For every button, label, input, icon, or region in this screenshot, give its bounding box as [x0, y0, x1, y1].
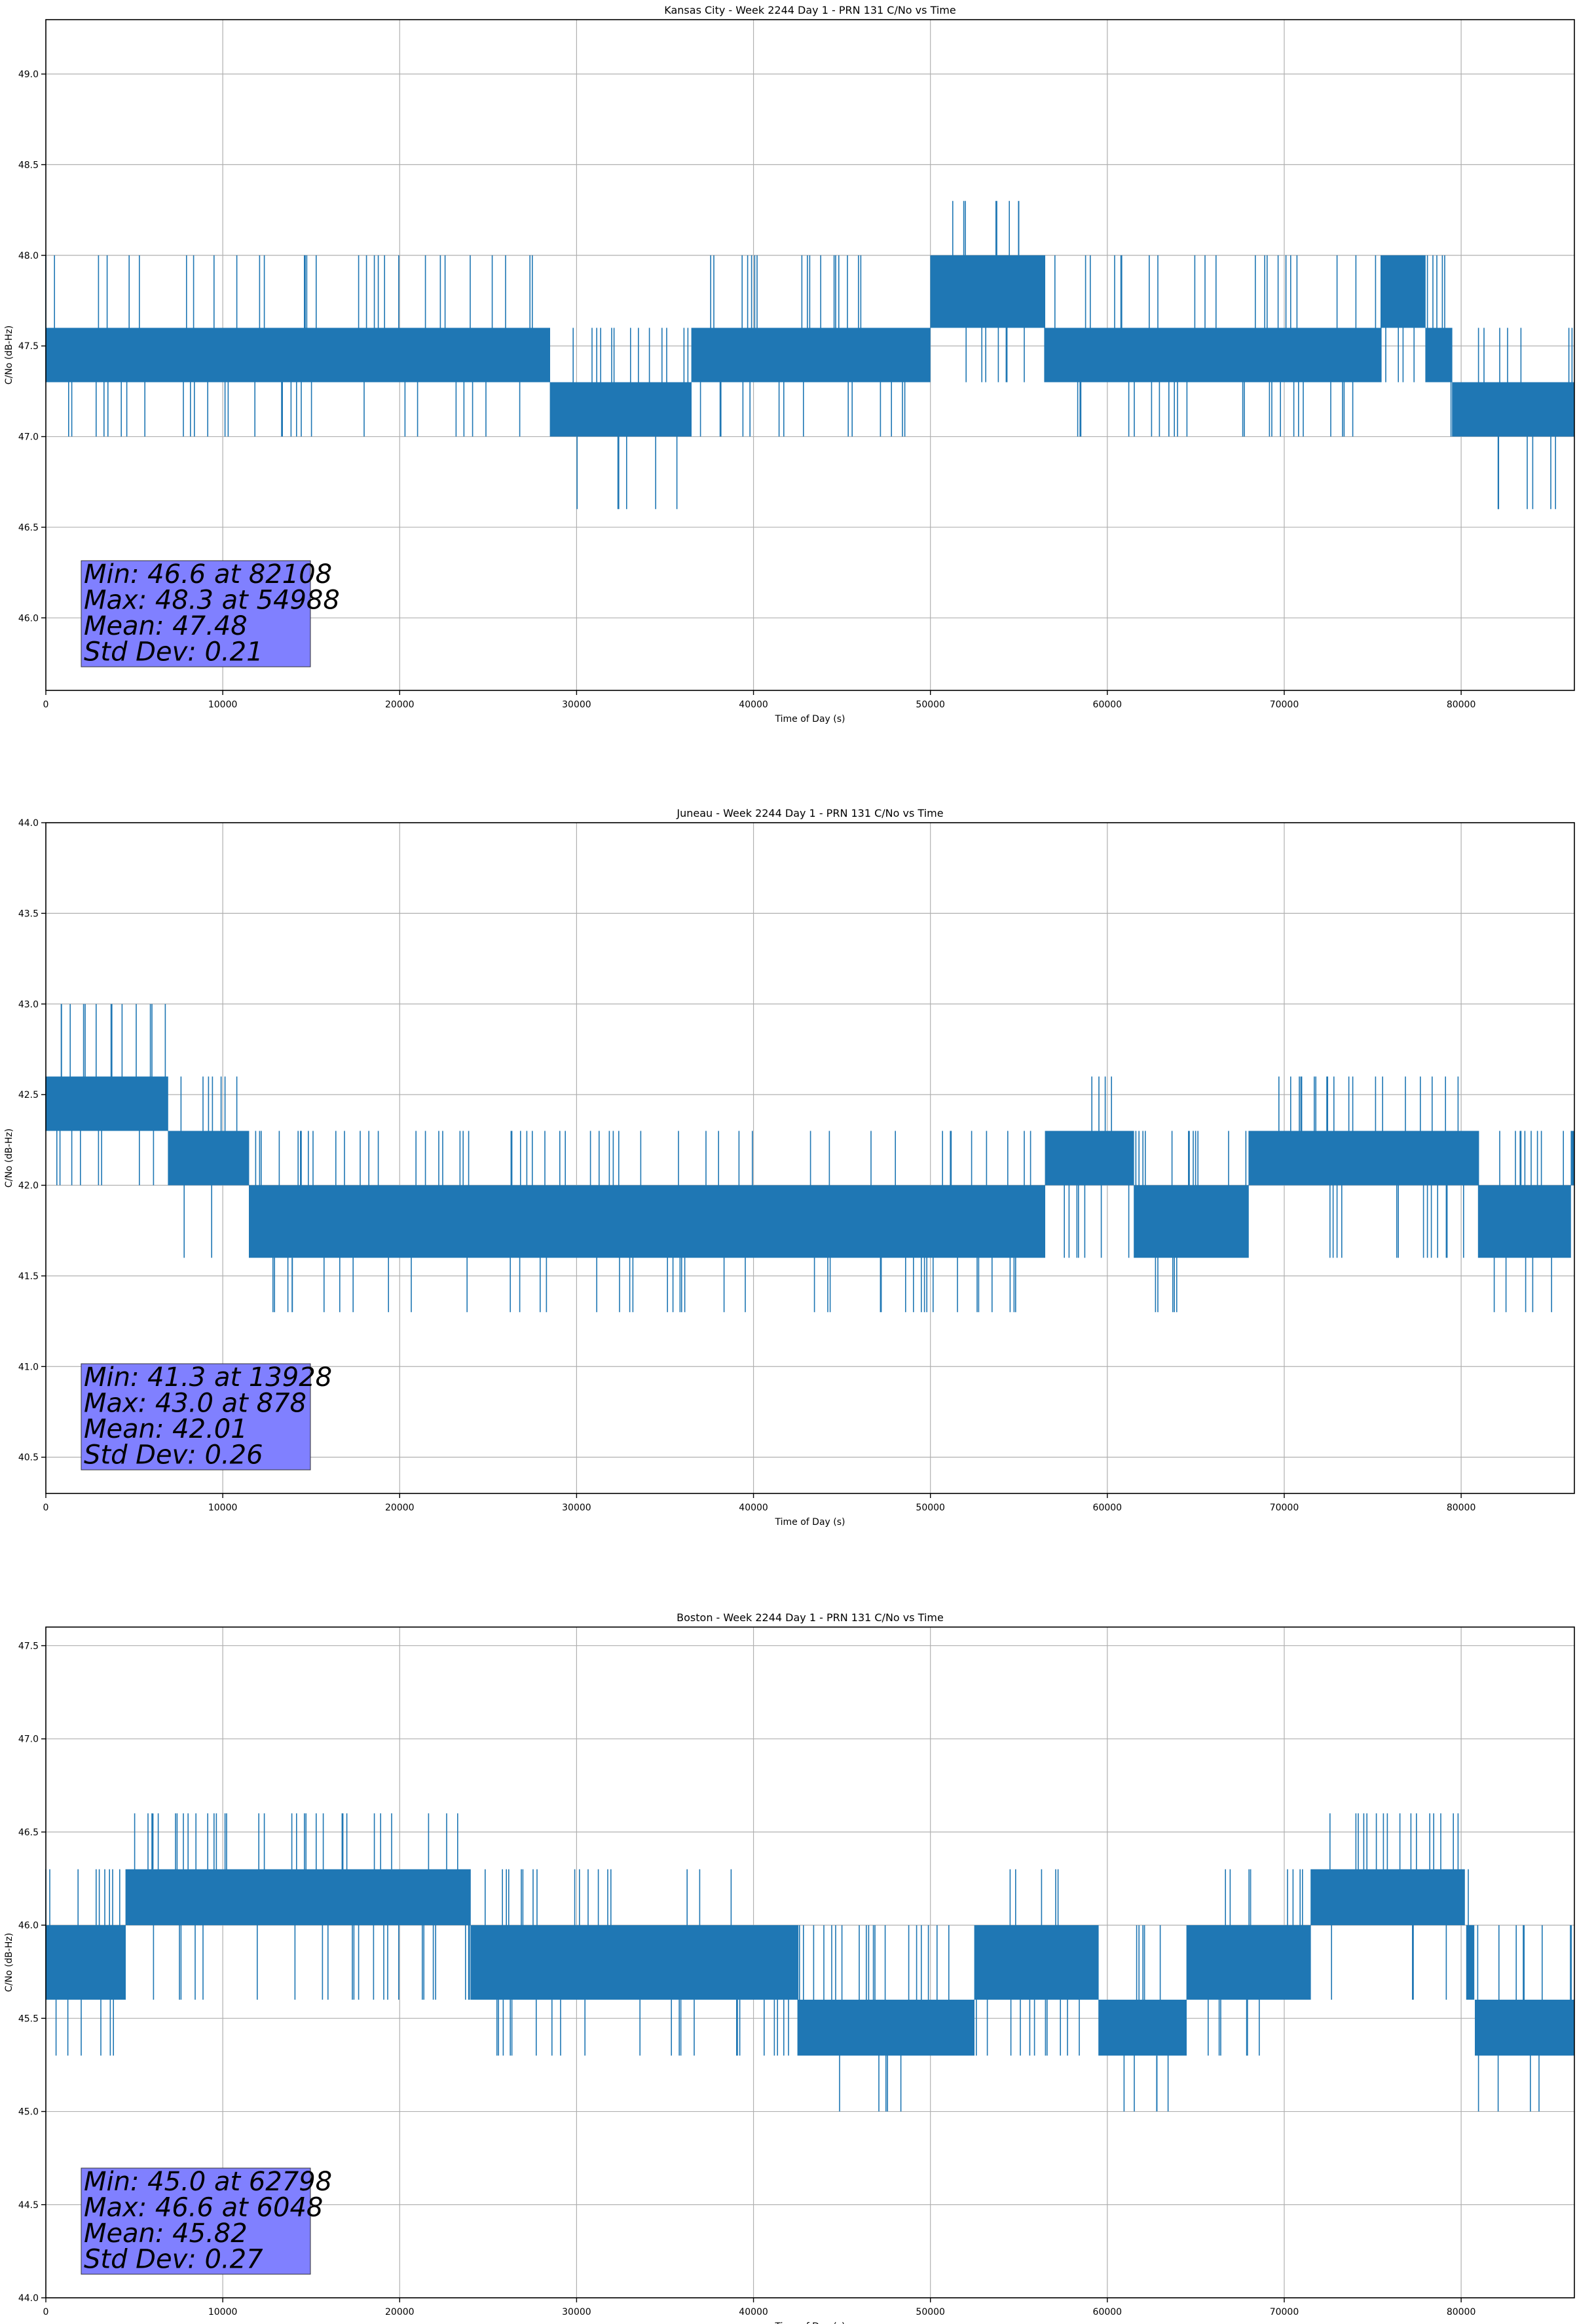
chart-panel-2: 0 10000 20000 30000 40000 50000 60000 70000 8000… — [4, 807, 1575, 1527]
y-tick-label: 43.5 — [18, 909, 39, 919]
x-tick-label: 20000 — [385, 1503, 415, 1513]
x-tick-label: 20000 — [385, 2307, 415, 2317]
x-tick-label: 80000 — [1447, 1503, 1476, 1513]
stats-box — [81, 1363, 311, 1471]
y-tick-label: 46.5 — [18, 523, 39, 533]
stats-line: Std Dev: 0.21 — [84, 637, 263, 667]
x-tick-label: 70000 — [1270, 1503, 1299, 1513]
chart-title: Juneau - Week 2244 Day 1 - PRN 131 C/No … — [676, 807, 943, 819]
x-tick-label: 50000 — [916, 2307, 945, 2317]
y-tick-label: 44.5 — [18, 2200, 39, 2211]
stats-line: Max: 48.3 at 54988 — [84, 586, 340, 616]
axes-frame — [45, 1626, 1575, 2298]
x-tick-label: 0 — [43, 700, 49, 710]
y-tick-label: 42.0 — [18, 1181, 39, 1191]
y-tick-label: 47.0 — [18, 432, 39, 443]
x-tick-label: 70000 — [1270, 2307, 1299, 2317]
y-axis-label: C/No (dB-Hz) — [4, 326, 14, 384]
x-tick-label: 60000 — [1093, 2307, 1122, 2317]
stats-line: Min: 41.3 at 13928 — [84, 1362, 332, 1393]
chart-panel-1: 0 10000 20000 30000 40000 50000 60000 70000 8000… — [4, 4, 1575, 724]
stats-line: Std Dev: 0.26 — [84, 1440, 263, 1471]
x-tick-label: 0 — [43, 1503, 49, 1513]
stats-box — [81, 560, 311, 667]
y-tick-label: 45.5 — [18, 2014, 39, 2024]
x-tick-label: 50000 — [916, 1503, 945, 1513]
axes-frame — [45, 822, 1575, 1494]
x-tick-label: 80000 — [1447, 2307, 1476, 2317]
x-axis-label: Time of Day (s) — [775, 714, 845, 724]
chart-title: Boston - Week 2244 Day 1 - PRN 131 C/No … — [677, 1611, 944, 1624]
y-tick-label: 41.5 — [18, 1271, 39, 1282]
y-tick-label: 49.0 — [18, 69, 39, 80]
x-tick-label: 30000 — [562, 1503, 591, 1513]
stats-line: Max: 46.6 at 6048 — [84, 2193, 323, 2223]
x-tick-label: 50000 — [916, 700, 945, 710]
x-tick-label: 30000 — [562, 700, 591, 710]
x-tick-label: 10000 — [208, 1503, 238, 1513]
x-tick-label: 60000 — [1093, 1503, 1122, 1513]
stats-line: Mean: 47.48 — [84, 611, 248, 641]
y-axis-label: C/No (dB-Hz) — [4, 1933, 14, 1992]
stats-line: Mean: 42.01 — [84, 1414, 248, 1444]
stats-line: Mean: 45.82 — [84, 2219, 248, 2249]
y-tick-label: 40.5 — [18, 1453, 39, 1463]
y-tick-label: 45.0 — [18, 2107, 39, 2118]
y-tick-label: 47.5 — [18, 341, 39, 352]
y-tick-label: 47.0 — [18, 1734, 39, 1745]
y-axis-label: C/No (dB-Hz) — [4, 1129, 14, 1188]
stats-box — [81, 2167, 311, 2275]
y-tick-label: 41.0 — [18, 1362, 39, 1372]
x-tick-label: 20000 — [385, 700, 415, 710]
stats-line: Min: 45.0 at 62798 — [84, 2167, 332, 2197]
x-axis-label: Time of Day (s) — [775, 1517, 845, 1527]
stats-line: Min: 46.6 at 82108 — [84, 559, 332, 590]
axes-frame — [45, 19, 1575, 691]
chart-title: Kansas City - Week 2244 Day 1 - PRN 131 … — [664, 4, 955, 16]
y-tick-label: 46.5 — [18, 1827, 39, 1838]
y-tick-label: 42.5 — [18, 1090, 39, 1100]
x-tick-label: 80000 — [1447, 700, 1476, 710]
x-tick-label: 60000 — [1093, 700, 1122, 710]
x-tick-label: 40000 — [739, 700, 768, 710]
y-tick-label: 46.0 — [18, 1921, 39, 1931]
chart-panel-3: 0 10000 20000 30000 40000 50000 60000 70000 8000… — [4, 1611, 1575, 2324]
x-tick-label: 40000 — [739, 1503, 768, 1513]
stats-line: Std Dev: 0.27 — [84, 2245, 263, 2275]
y-tick-label: 43.0 — [18, 1000, 39, 1010]
x-tick-label: 70000 — [1270, 700, 1299, 710]
x-tick-label: 10000 — [208, 2307, 238, 2317]
y-tick-label: 48.0 — [18, 251, 39, 261]
x-axis-label: Time of Day (s) — [775, 2321, 845, 2324]
x-tick-label: 0 — [43, 2307, 49, 2317]
y-tick-label: 44.0 — [18, 818, 39, 829]
x-tick-label: 40000 — [739, 2307, 768, 2317]
x-tick-label: 10000 — [208, 700, 238, 710]
x-tick-label: 30000 — [562, 2307, 591, 2317]
y-tick-label: 46.0 — [18, 613, 39, 624]
y-tick-label: 44.0 — [18, 2293, 39, 2304]
stats-line: Max: 43.0 at 878 — [84, 1389, 306, 1419]
y-tick-label: 48.5 — [18, 160, 39, 170]
y-tick-label: 47.5 — [18, 1641, 39, 1651]
